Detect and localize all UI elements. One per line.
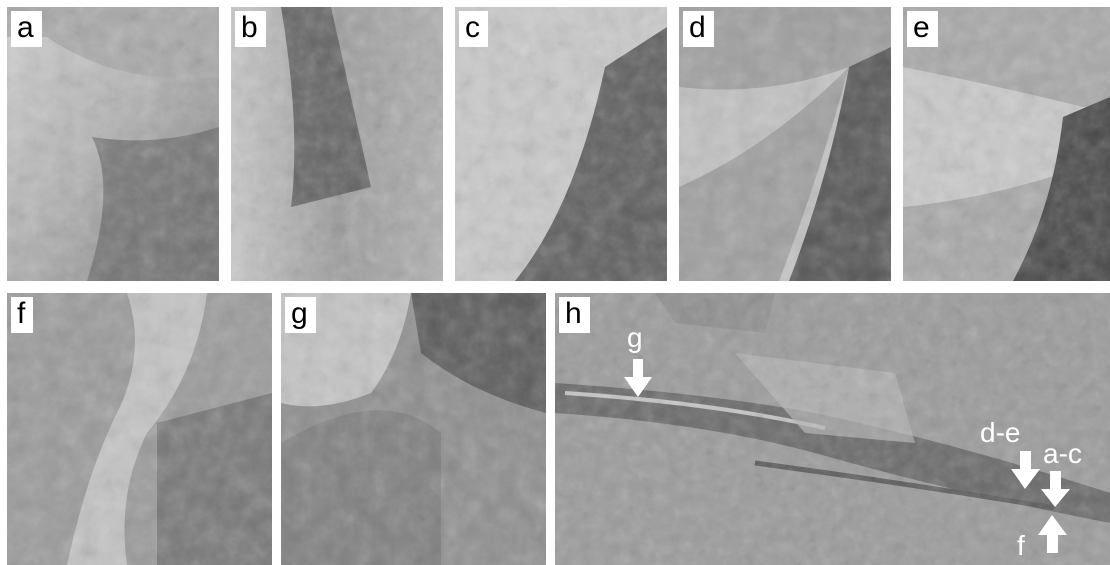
panel-f: f (7, 293, 272, 565)
panel-b: b (231, 7, 443, 281)
marker-arrow-a-c (1041, 471, 1070, 507)
panel-a: a (7, 7, 219, 281)
panel-h: h g d-e a-c f (555, 293, 1110, 565)
marker-label-d-e: d-e (980, 417, 1021, 448)
marker-label-a-c: a-c (1043, 438, 1082, 469)
panel-b-image (231, 7, 443, 281)
marker-label-g: g (627, 322, 643, 353)
marker-arrow-f (1038, 515, 1067, 553)
panel-label-c: c (459, 11, 488, 47)
panel-label-d: d (683, 11, 714, 47)
panel-d-image (679, 7, 891, 281)
panel-f-image (7, 293, 272, 565)
panel-e: e (903, 7, 1110, 281)
panel-d: d (679, 7, 891, 281)
marker-arrow-g (624, 359, 652, 397)
panel-h-image (555, 293, 1110, 565)
marker-label-f: f (1017, 530, 1025, 561)
panel-e-image (903, 7, 1110, 281)
panel-g: g (281, 293, 546, 565)
panel-label-f: f (11, 297, 34, 333)
panel-c: c (455, 7, 667, 281)
panel-label-a: a (11, 11, 42, 47)
marker-arrow-d-e (1011, 451, 1040, 489)
panel-label-b: b (235, 11, 266, 47)
panel-a-image (7, 7, 219, 281)
panel-label-h: h (559, 297, 590, 333)
panel-label-e: e (907, 11, 938, 47)
panel-label-g: g (285, 297, 316, 333)
panel-c-image (455, 7, 667, 281)
panel-g-image (281, 293, 546, 565)
